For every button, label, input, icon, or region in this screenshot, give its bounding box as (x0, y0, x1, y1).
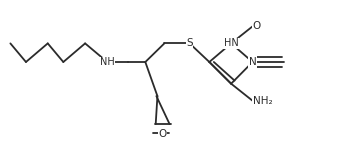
Text: HN: HN (224, 38, 238, 48)
Text: S: S (186, 38, 193, 48)
Text: NH: NH (100, 57, 115, 67)
Text: NH₂: NH₂ (253, 96, 272, 106)
Text: N: N (249, 57, 256, 67)
Text: O: O (253, 21, 261, 31)
Text: O: O (158, 129, 167, 139)
